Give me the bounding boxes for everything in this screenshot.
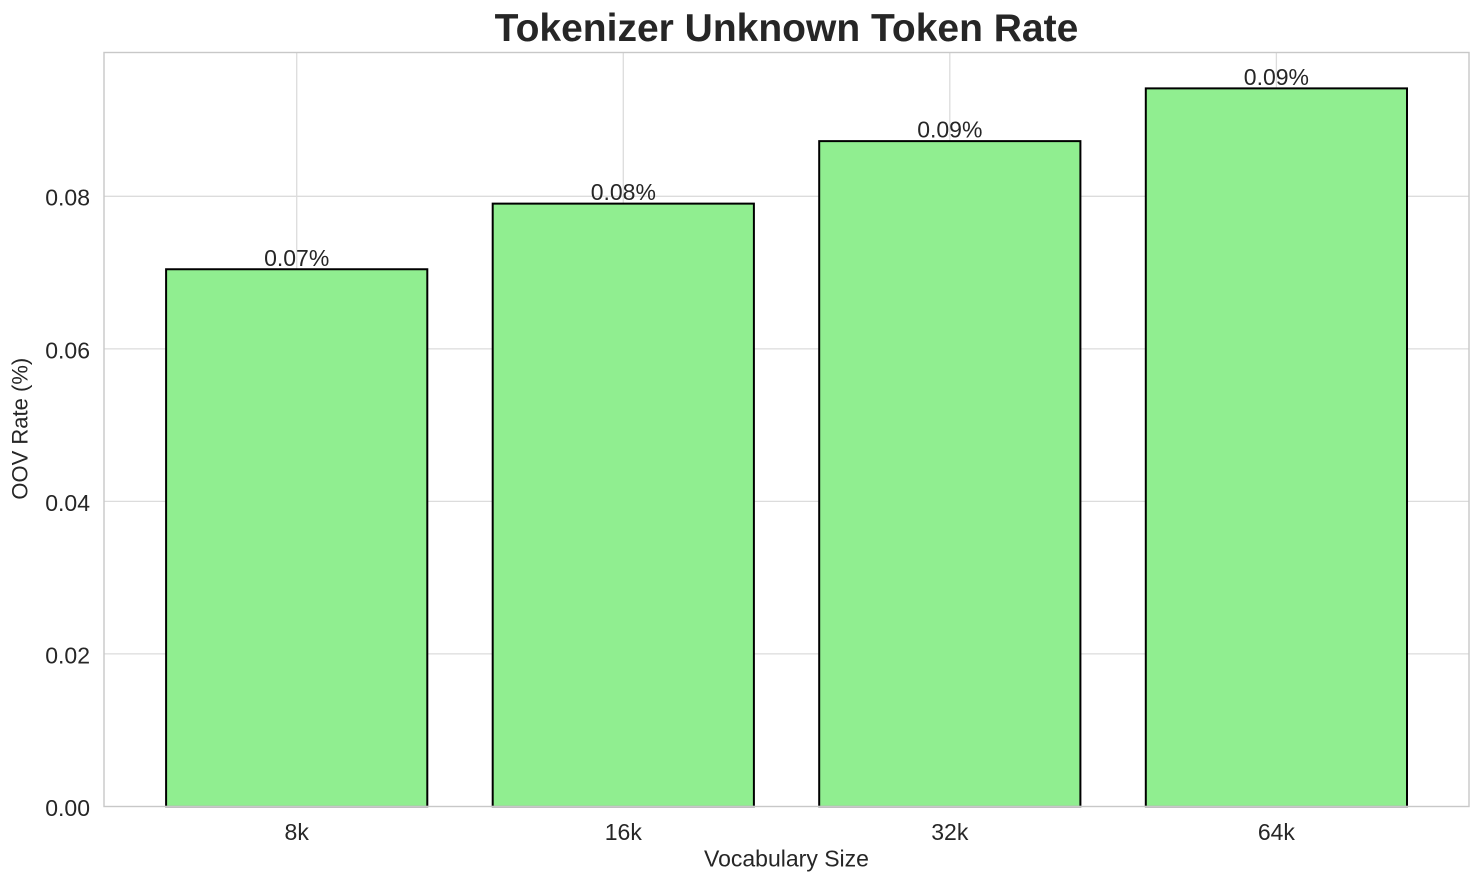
svg-text:32k: 32k <box>931 819 969 845</box>
svg-text:0.07%: 0.07% <box>264 245 329 271</box>
svg-text:0.09%: 0.09% <box>917 117 982 143</box>
svg-text:8k: 8k <box>285 819 310 845</box>
svg-text:64k: 64k <box>1258 819 1296 845</box>
svg-text:0.00: 0.00 <box>45 795 90 821</box>
svg-text:0.09%: 0.09% <box>1244 64 1309 90</box>
svg-text:0.06: 0.06 <box>45 337 90 363</box>
svg-text:16k: 16k <box>605 819 643 845</box>
svg-text:Vocabulary Size: Vocabulary Size <box>704 845 869 871</box>
svg-text:0.04: 0.04 <box>45 490 90 516</box>
svg-text:OOV Rate (%): OOV Rate (%) <box>8 358 33 500</box>
svg-text:0.08: 0.08 <box>45 185 90 211</box>
svg-text:0.08%: 0.08% <box>591 179 656 205</box>
svg-text:0.02: 0.02 <box>45 642 90 668</box>
svg-text:Tokenizer Unknown Token Rate: Tokenizer Unknown Token Rate <box>495 7 1079 50</box>
